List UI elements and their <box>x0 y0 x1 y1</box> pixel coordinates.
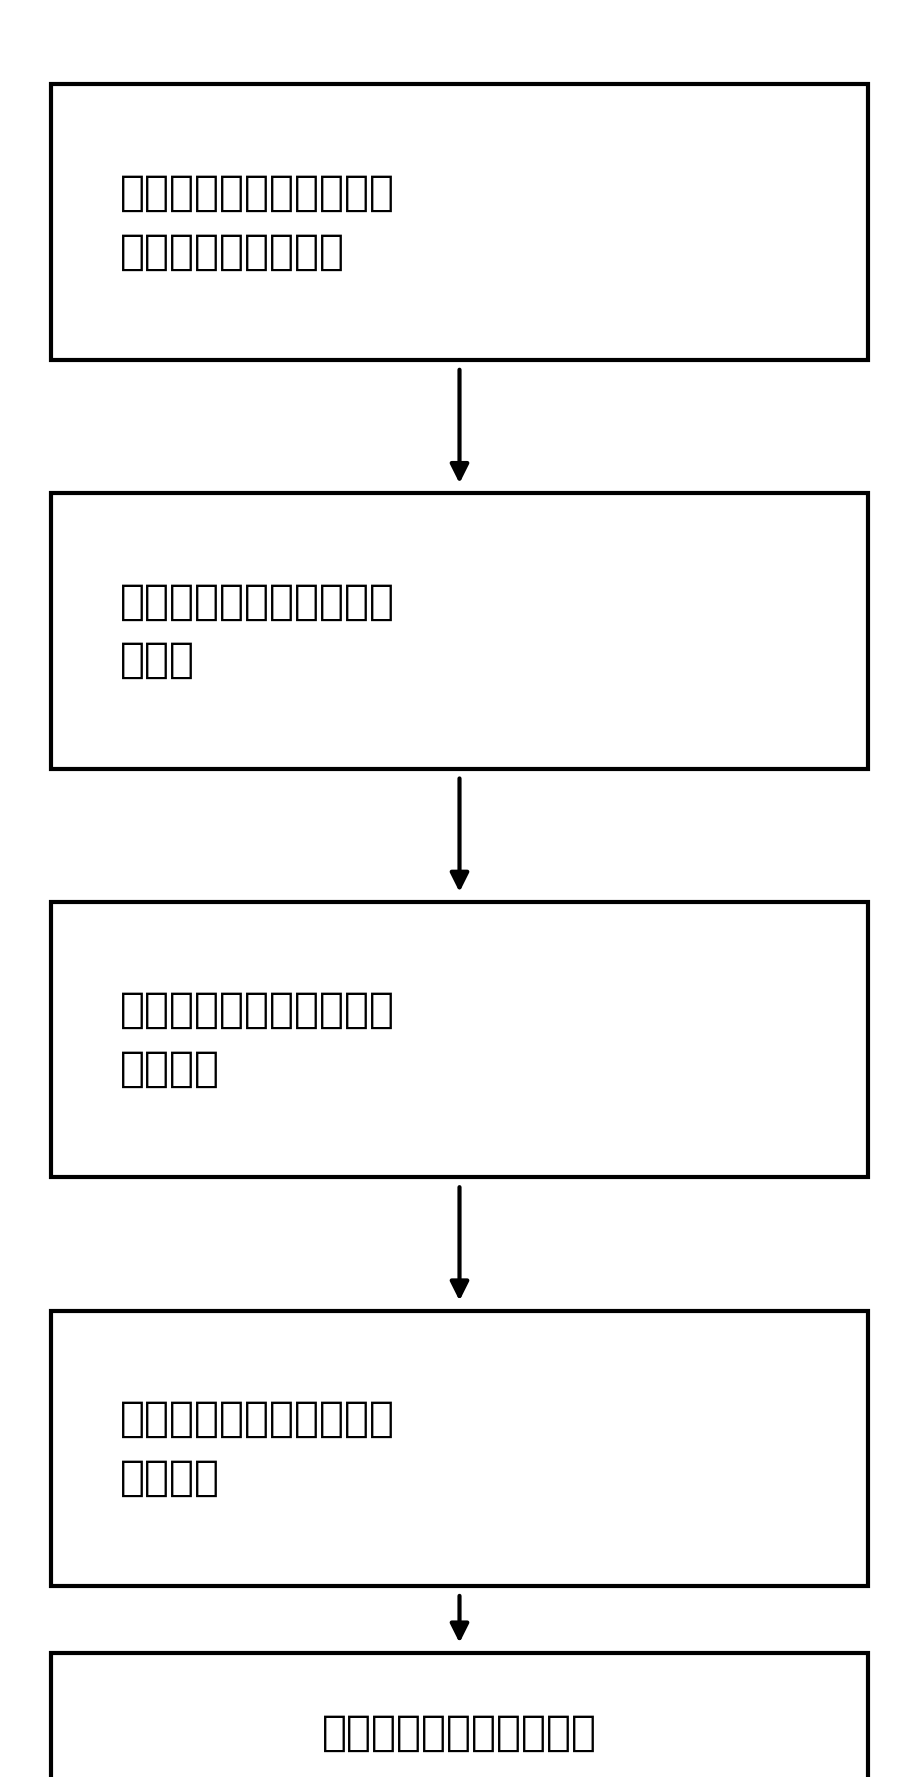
FancyBboxPatch shape <box>51 492 868 768</box>
Text: 建立分子混合性质计算模
型数据库: 建立分子混合性质计算模 型数据库 <box>119 990 394 1089</box>
FancyBboxPatch shape <box>51 1311 868 1585</box>
Text: 计算轻质石油馏分的馏程: 计算轻质石油馏分的馏程 <box>322 1711 597 1754</box>
FancyBboxPatch shape <box>51 903 868 1178</box>
Text: 建立涵盖所有轻质石油馏
分的分子组成数据库: 建立涵盖所有轻质石油馏 分的分子组成数据库 <box>119 172 394 272</box>
Text: 建立分子性质及温度参数
数据库: 建立分子性质及温度参数 数据库 <box>119 581 394 681</box>
FancyBboxPatch shape <box>51 1653 868 1777</box>
Text: 获取单体烃和含氧化合物
组成数据: 获取单体烃和含氧化合物 组成数据 <box>119 1398 394 1498</box>
FancyBboxPatch shape <box>51 84 868 359</box>
